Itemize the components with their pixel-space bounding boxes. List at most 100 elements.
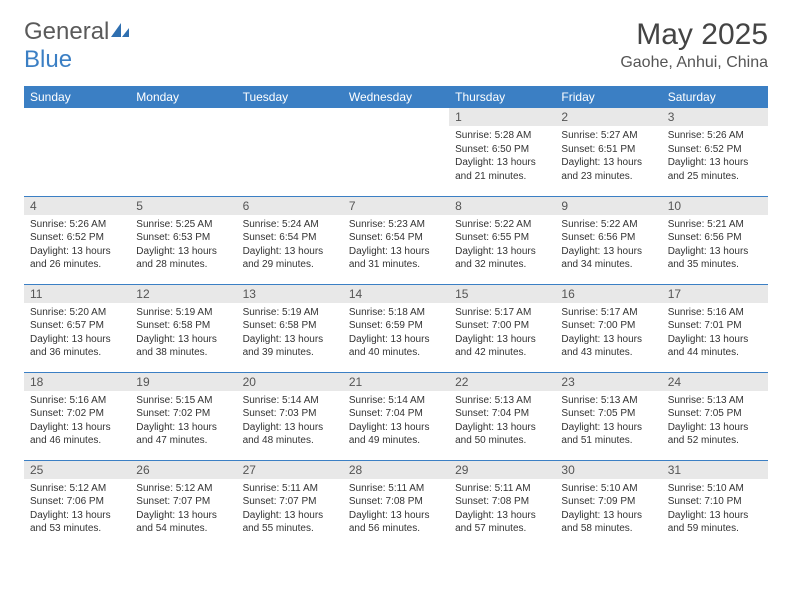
- calendar-day-cell: 17Sunrise: 5:16 AMSunset: 7:01 PMDayligh…: [662, 284, 768, 372]
- calendar-day-cell: 4Sunrise: 5:26 AMSunset: 6:52 PMDaylight…: [24, 196, 130, 284]
- calendar-day-cell: ..: [24, 108, 130, 196]
- logo-text: GeneralBlue: [24, 18, 131, 74]
- day-number: 25: [24, 461, 130, 479]
- day-details: Sunrise: 5:10 AMSunset: 7:10 PMDaylight:…: [662, 479, 768, 540]
- calendar-day-cell: ..: [237, 108, 343, 196]
- day-number: 21: [343, 373, 449, 391]
- calendar-week-row: 4Sunrise: 5:26 AMSunset: 6:52 PMDaylight…: [24, 196, 768, 284]
- day-number: 9: [555, 197, 661, 215]
- day-number: 17: [662, 285, 768, 303]
- calendar-day-cell: 20Sunrise: 5:14 AMSunset: 7:03 PMDayligh…: [237, 372, 343, 460]
- day-details: Sunrise: 5:15 AMSunset: 7:02 PMDaylight:…: [130, 391, 236, 452]
- logo: GeneralBlue: [24, 18, 131, 74]
- day-details: Sunrise: 5:25 AMSunset: 6:53 PMDaylight:…: [130, 215, 236, 276]
- day-details: Sunrise: 5:27 AMSunset: 6:51 PMDaylight:…: [555, 126, 661, 187]
- day-number: 8: [449, 197, 555, 215]
- calendar-day-cell: 8Sunrise: 5:22 AMSunset: 6:55 PMDaylight…: [449, 196, 555, 284]
- calendar-day-cell: 18Sunrise: 5:16 AMSunset: 7:02 PMDayligh…: [24, 372, 130, 460]
- day-number: 14: [343, 285, 449, 303]
- calendar-day-cell: 10Sunrise: 5:21 AMSunset: 6:56 PMDayligh…: [662, 196, 768, 284]
- calendar-day-cell: 30Sunrise: 5:10 AMSunset: 7:09 PMDayligh…: [555, 460, 661, 548]
- day-number: 26: [130, 461, 236, 479]
- calendar-day-cell: 31Sunrise: 5:10 AMSunset: 7:10 PMDayligh…: [662, 460, 768, 548]
- day-details: Sunrise: 5:26 AMSunset: 6:52 PMDaylight:…: [24, 215, 130, 276]
- day-number: 29: [449, 461, 555, 479]
- day-details: Sunrise: 5:16 AMSunset: 7:01 PMDaylight:…: [662, 303, 768, 364]
- day-number: 16: [555, 285, 661, 303]
- calendar-week-row: 25Sunrise: 5:12 AMSunset: 7:06 PMDayligh…: [24, 460, 768, 548]
- day-details: Sunrise: 5:10 AMSunset: 7:09 PMDaylight:…: [555, 479, 661, 540]
- day-details: Sunrise: 5:28 AMSunset: 6:50 PMDaylight:…: [449, 126, 555, 187]
- calendar-day-cell: 12Sunrise: 5:19 AMSunset: 6:58 PMDayligh…: [130, 284, 236, 372]
- day-number: 3: [662, 108, 768, 126]
- calendar-week-row: 18Sunrise: 5:16 AMSunset: 7:02 PMDayligh…: [24, 372, 768, 460]
- day-details: Sunrise: 5:17 AMSunset: 7:00 PMDaylight:…: [449, 303, 555, 364]
- day-details: Sunrise: 5:17 AMSunset: 7:00 PMDaylight:…: [555, 303, 661, 364]
- calendar-day-cell: 23Sunrise: 5:13 AMSunset: 7:05 PMDayligh…: [555, 372, 661, 460]
- day-details: Sunrise: 5:26 AMSunset: 6:52 PMDaylight:…: [662, 126, 768, 187]
- day-header: Friday: [555, 86, 661, 108]
- calendar-day-cell: 6Sunrise: 5:24 AMSunset: 6:54 PMDaylight…: [237, 196, 343, 284]
- day-number: 19: [130, 373, 236, 391]
- day-details: Sunrise: 5:14 AMSunset: 7:03 PMDaylight:…: [237, 391, 343, 452]
- day-header: Tuesday: [237, 86, 343, 108]
- calendar-day-cell: 15Sunrise: 5:17 AMSunset: 7:00 PMDayligh…: [449, 284, 555, 372]
- calendar-week-row: ........1Sunrise: 5:28 AMSunset: 6:50 PM…: [24, 108, 768, 196]
- day-details: Sunrise: 5:16 AMSunset: 7:02 PMDaylight:…: [24, 391, 130, 452]
- day-header: Saturday: [662, 86, 768, 108]
- logo-text-blue: Blue: [24, 46, 72, 73]
- calendar-day-cell: 19Sunrise: 5:15 AMSunset: 7:02 PMDayligh…: [130, 372, 236, 460]
- day-details: Sunrise: 5:11 AMSunset: 7:08 PMDaylight:…: [449, 479, 555, 540]
- day-number: 13: [237, 285, 343, 303]
- day-details: Sunrise: 5:19 AMSunset: 6:58 PMDaylight:…: [130, 303, 236, 364]
- calendar-week-row: 11Sunrise: 5:20 AMSunset: 6:57 PMDayligh…: [24, 284, 768, 372]
- day-header: Sunday: [24, 86, 130, 108]
- day-details: Sunrise: 5:12 AMSunset: 7:07 PMDaylight:…: [130, 479, 236, 540]
- day-header: Thursday: [449, 86, 555, 108]
- day-number: 12: [130, 285, 236, 303]
- day-number: 1: [449, 108, 555, 126]
- calendar-day-cell: 21Sunrise: 5:14 AMSunset: 7:04 PMDayligh…: [343, 372, 449, 460]
- day-number: 27: [237, 461, 343, 479]
- day-details: Sunrise: 5:19 AMSunset: 6:58 PMDaylight:…: [237, 303, 343, 364]
- day-header-row: Sunday Monday Tuesday Wednesday Thursday…: [24, 86, 768, 108]
- title-block: May 2025 Gaohe, Anhui, China: [620, 18, 768, 72]
- day-number: 7: [343, 197, 449, 215]
- calendar-day-cell: ..: [343, 108, 449, 196]
- day-number: 24: [662, 373, 768, 391]
- calendar-day-cell: ..: [130, 108, 236, 196]
- day-details: Sunrise: 5:13 AMSunset: 7:05 PMDaylight:…: [662, 391, 768, 452]
- calendar-day-cell: 25Sunrise: 5:12 AMSunset: 7:06 PMDayligh…: [24, 460, 130, 548]
- day-details: Sunrise: 5:13 AMSunset: 7:05 PMDaylight:…: [555, 391, 661, 452]
- day-number: 15: [449, 285, 555, 303]
- day-number: 23: [555, 373, 661, 391]
- page-title: May 2025: [620, 18, 768, 52]
- day-details: Sunrise: 5:18 AMSunset: 6:59 PMDaylight:…: [343, 303, 449, 364]
- location-label: Gaohe, Anhui, China: [620, 54, 768, 72]
- day-details: Sunrise: 5:12 AMSunset: 7:06 PMDaylight:…: [24, 479, 130, 540]
- day-number: 5: [130, 197, 236, 215]
- day-number: 4: [24, 197, 130, 215]
- calendar-day-cell: 5Sunrise: 5:25 AMSunset: 6:53 PMDaylight…: [130, 196, 236, 284]
- logo-text-gray: General: [24, 18, 109, 45]
- calendar-day-cell: 2Sunrise: 5:27 AMSunset: 6:51 PMDaylight…: [555, 108, 661, 196]
- day-number: 20: [237, 373, 343, 391]
- logo-sail-icon: [109, 18, 131, 46]
- day-details: Sunrise: 5:14 AMSunset: 7:04 PMDaylight:…: [343, 391, 449, 452]
- day-details: Sunrise: 5:13 AMSunset: 7:04 PMDaylight:…: [449, 391, 555, 452]
- day-details: Sunrise: 5:22 AMSunset: 6:55 PMDaylight:…: [449, 215, 555, 276]
- calendar-day-cell: 14Sunrise: 5:18 AMSunset: 6:59 PMDayligh…: [343, 284, 449, 372]
- calendar-day-cell: 9Sunrise: 5:22 AMSunset: 6:56 PMDaylight…: [555, 196, 661, 284]
- day-number: 22: [449, 373, 555, 391]
- day-number: 6: [237, 197, 343, 215]
- day-number: 11: [24, 285, 130, 303]
- calendar-day-cell: 24Sunrise: 5:13 AMSunset: 7:05 PMDayligh…: [662, 372, 768, 460]
- day-header: Wednesday: [343, 86, 449, 108]
- calendar-day-cell: 27Sunrise: 5:11 AMSunset: 7:07 PMDayligh…: [237, 460, 343, 548]
- day-number: 30: [555, 461, 661, 479]
- day-header: Monday: [130, 86, 236, 108]
- calendar-day-cell: 16Sunrise: 5:17 AMSunset: 7:00 PMDayligh…: [555, 284, 661, 372]
- calendar-day-cell: 29Sunrise: 5:11 AMSunset: 7:08 PMDayligh…: [449, 460, 555, 548]
- calendar-day-cell: 13Sunrise: 5:19 AMSunset: 6:58 PMDayligh…: [237, 284, 343, 372]
- day-details: Sunrise: 5:20 AMSunset: 6:57 PMDaylight:…: [24, 303, 130, 364]
